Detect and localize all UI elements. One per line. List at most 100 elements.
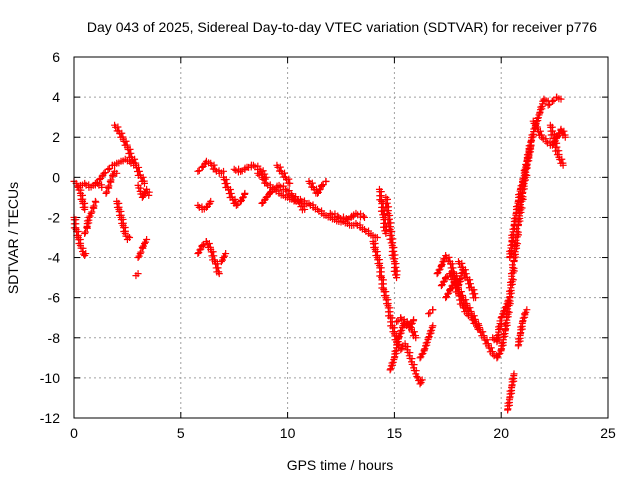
data-point [410,316,418,324]
data-point [138,193,146,201]
data-point [127,149,135,157]
data-point [416,380,424,388]
data-point [462,304,470,312]
y-tick-label: -10 [40,370,60,386]
data-point [360,213,368,221]
data-point [521,310,529,318]
data-point [104,165,112,173]
data-point [145,191,153,199]
data-point [126,145,134,153]
data-point [114,123,122,131]
data-point [461,266,469,274]
data-point [522,160,530,168]
data-point [428,323,436,331]
data-point [393,338,401,346]
data-point [429,306,437,314]
data-point [487,344,495,352]
data-point [544,101,552,109]
data-point [501,304,509,312]
data-point [416,354,424,362]
data-point [518,204,526,212]
data-point [412,334,420,342]
data-point [536,127,544,135]
data-point [446,286,454,294]
data-point [442,274,450,282]
data-point [81,228,89,236]
data-point [104,183,112,191]
data-point [413,372,421,380]
data-point [220,167,228,175]
data-point [506,287,514,295]
data-point [134,254,142,262]
data-point [215,270,223,278]
data-point [548,97,556,105]
y-tick-label: -4 [48,250,61,266]
y-tick-label: -8 [48,330,61,346]
data-point [122,137,130,145]
data-point [249,161,257,169]
data-point [143,236,151,244]
data-point [382,229,390,237]
data-point [483,336,491,344]
data-point [561,133,569,141]
data-point [454,288,462,296]
data-point [73,182,81,190]
data-point [523,151,531,159]
data-point [496,317,504,325]
data-point [232,201,240,209]
data-point [207,197,215,205]
data-point [103,188,111,196]
data-point [137,248,145,256]
data-point [102,189,110,197]
data-point [140,179,148,187]
data-point [276,163,284,171]
y-axis-label: SDTVAR / TECUs [5,182,21,294]
data-point [135,167,143,175]
data-point [210,252,218,260]
data-point [214,264,222,272]
data-point [442,294,450,302]
data-point [213,260,221,268]
data-point [510,264,518,272]
data-point [90,202,98,210]
data-point [241,189,249,197]
data-point [445,253,453,261]
data-point [448,260,456,268]
data-point [217,258,225,266]
data-point [509,276,517,284]
data-point [449,264,457,272]
data-point [237,197,245,205]
data-point [512,203,520,211]
data-point [466,276,474,284]
chart-title: Day 043 of 2025, Sidereal Day-to-day VTE… [87,19,597,35]
data-point [400,316,408,324]
data-point [471,316,479,324]
data-point [275,181,283,189]
data-point [198,242,206,250]
x-tick-label: 5 [177,425,185,441]
data-point [226,186,234,194]
data-point [437,262,445,270]
data-point [373,234,381,241]
data-point [475,322,483,330]
x-tick-label: 0 [70,425,78,441]
data-point [433,270,441,278]
data-point [215,268,223,276]
data-point [281,169,289,177]
data-point [209,248,217,256]
data-point [405,324,413,332]
data-point [548,141,556,149]
data-point [558,155,566,163]
data-point [462,270,470,278]
data-point [458,296,466,304]
data-point [134,270,142,278]
data-point [471,290,479,298]
data-point [450,268,458,276]
data-point [418,376,426,384]
data-point [139,173,147,181]
y-tick-label: -2 [48,209,61,225]
x-tick-label: 20 [493,425,509,441]
data-point [508,375,516,383]
data-point [458,300,466,308]
